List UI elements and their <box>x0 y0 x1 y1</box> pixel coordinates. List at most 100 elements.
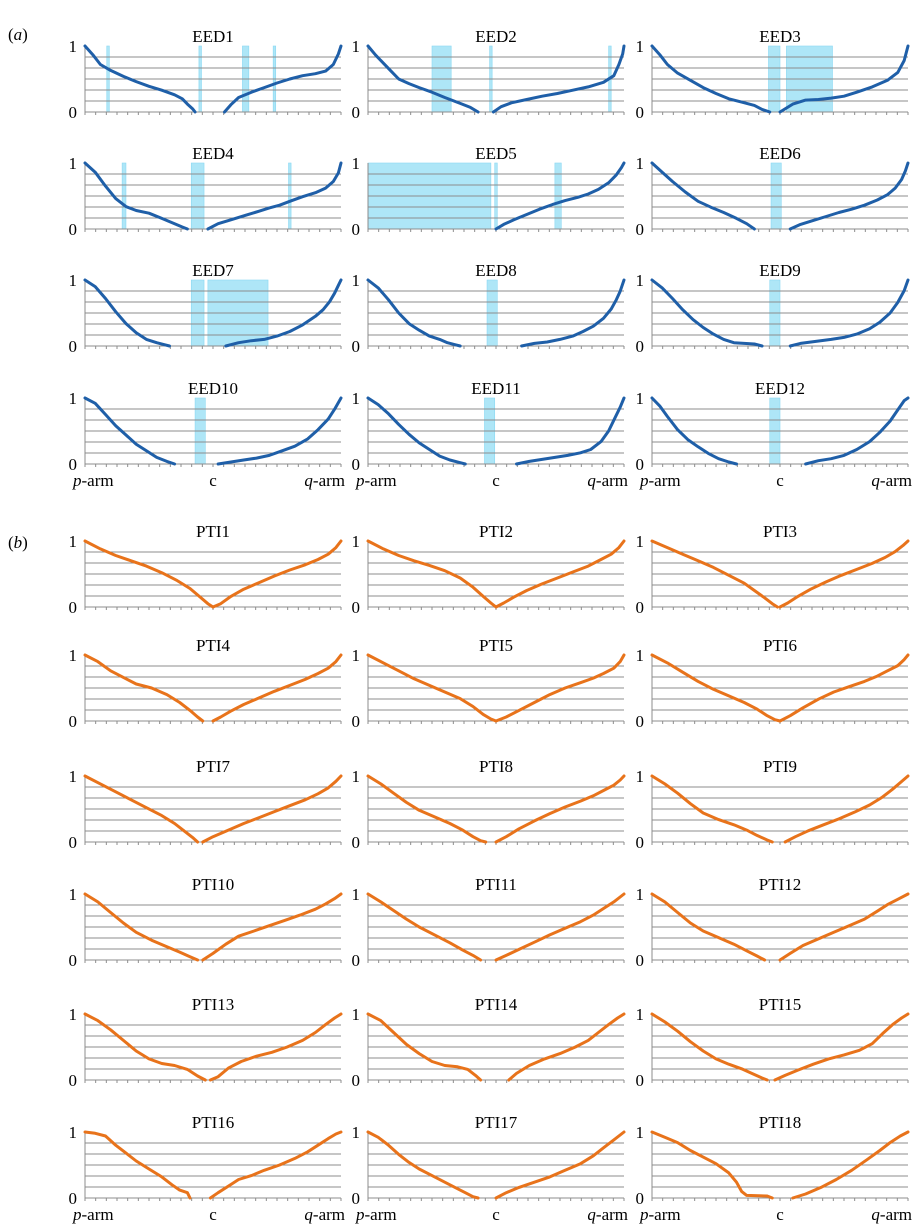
chart-eed-2: 1 0 EED2 <box>352 27 626 122</box>
series-line-eed-7-q-arm <box>224 278 343 348</box>
series-line-pti-1-p-arm <box>83 539 215 609</box>
chart-pti-14: 1 0 PTI14 <box>352 995 626 1090</box>
series-line-pti-15-p-arm <box>650 1012 769 1082</box>
series-line-pti-3-p-arm <box>650 539 779 609</box>
series-line-eed-3-q-arm <box>778 44 910 114</box>
x-label-q-arm: q-arm <box>587 471 628 490</box>
y-tick-label-0: 0 <box>352 220 361 239</box>
series-line-pti-2-q-arm <box>494 539 626 609</box>
chart-grid: 10EED110EED210EED310EED410EED510EED610EE… <box>69 27 913 1224</box>
series-line-pti-17-p-arm <box>366 1130 480 1200</box>
panel-label-b: (b) <box>8 533 28 552</box>
series-line-pti-8-q-arm <box>494 774 626 844</box>
y-tick-label-0: 0 <box>352 1189 361 1208</box>
x-label-centromere: c <box>209 1205 217 1224</box>
chart-eed-1: 1 0 EED1 <box>69 27 343 122</box>
series-line-pti-13-p-arm <box>83 1012 207 1082</box>
y-tick-label-1: 1 <box>352 37 361 56</box>
chart-pti-11: 1 0 PTI11 <box>352 875 626 970</box>
y-tick-label-0: 0 <box>636 833 645 852</box>
chart-pti-18: 1 0 PTI18 p-arm c q-arm <box>636 1113 913 1224</box>
chart-title-eed-11: EED11 <box>471 379 520 398</box>
y-tick-label-0: 0 <box>69 598 78 617</box>
y-tick-label-0: 0 <box>69 951 78 970</box>
chart-title-pti-17: PTI17 <box>475 1113 518 1132</box>
y-tick-label-0: 0 <box>636 220 645 239</box>
y-tick-label-1: 1 <box>352 1005 361 1024</box>
chart-pti-5: 1 0 PTI5 <box>352 636 626 731</box>
series-line-pti-7-p-arm <box>83 774 200 844</box>
y-tick-label-1: 1 <box>352 767 361 786</box>
series-line-pti-11-q-arm <box>494 892 626 962</box>
series-line-eed-6-q-arm <box>788 161 910 231</box>
series-line-eed-11-p-arm <box>366 396 467 466</box>
chart-title-pti-15: PTI15 <box>759 995 802 1014</box>
y-tick-label-1: 1 <box>69 1005 78 1024</box>
chart-title-eed-3: EED3 <box>759 27 801 46</box>
chart-title-pti-7: PTI7 <box>196 757 231 776</box>
chart-eed-8: 1 0 EED8 <box>352 261 626 356</box>
series-line-pti-11-p-arm <box>366 892 483 962</box>
y-tick-label-1: 1 <box>69 37 78 56</box>
x-label-q-arm: q-arm <box>304 1205 345 1224</box>
y-tick-label-1: 1 <box>636 389 645 408</box>
y-tick-label-1: 1 <box>352 1123 361 1142</box>
x-label-centromere: c <box>776 1205 784 1224</box>
chart-title-pti-1: PTI1 <box>196 522 230 541</box>
y-tick-label-0: 0 <box>69 1071 78 1090</box>
y-tick-label-1: 1 <box>636 1005 645 1024</box>
chart-pti-9: 1 0 PTI9 <box>636 757 910 852</box>
chart-pti-15: 1 0 PTI15 <box>636 995 910 1090</box>
y-tick-label-1: 1 <box>69 885 78 904</box>
series-line-eed-4-p-arm <box>83 161 189 231</box>
series-line-pti-3-q-arm <box>778 539 910 609</box>
chart-title-eed-5: EED5 <box>475 144 517 163</box>
x-label-p-arm: p-arm <box>355 1205 397 1224</box>
y-tick-label-1: 1 <box>352 885 361 904</box>
series-line-pti-17-q-arm <box>494 1130 626 1200</box>
chart-title-eed-10: EED10 <box>188 379 238 398</box>
y-tick-label-0: 0 <box>636 712 645 731</box>
series-line-pti-18-p-arm <box>650 1130 774 1200</box>
chart-eed-7: 1 0 EED7 <box>69 261 343 356</box>
chart-eed-12: 1 0 EED12 p-arm c q-arm <box>636 379 913 490</box>
chart-pti-7: 1 0 PTI7 <box>69 757 343 852</box>
series-line-eed-9-q-arm <box>788 278 910 348</box>
y-tick-label-1: 1 <box>69 1123 78 1142</box>
chart-title-pti-6: PTI6 <box>763 636 797 655</box>
chart-title-eed-2: EED2 <box>475 27 517 46</box>
series-line-eed-3-p-arm <box>650 44 772 114</box>
series-line-pti-14-q-arm <box>507 1012 626 1082</box>
chart-title-eed-12: EED12 <box>755 379 805 398</box>
chart-title-pti-8: PTI8 <box>479 757 513 776</box>
series-line-eed-2-q-arm <box>491 44 626 114</box>
x-label-q-arm: q-arm <box>871 471 912 490</box>
chart-pti-2: 1 0 PTI2 <box>352 522 626 617</box>
y-tick-label-0: 0 <box>352 337 361 356</box>
y-tick-label-0: 0 <box>352 103 361 122</box>
y-tick-label-0: 0 <box>352 598 361 617</box>
series-line-pti-6-p-arm <box>650 653 782 723</box>
series-line-eed-12-p-arm <box>650 396 738 466</box>
chart-title-eed-7: EED7 <box>192 261 234 280</box>
y-tick-label-0: 0 <box>69 1189 78 1208</box>
series-line-pti-4-p-arm <box>83 653 205 723</box>
chart-pti-13: 1 0 PTI13 <box>69 995 343 1090</box>
series-line-pti-10-q-arm <box>201 892 343 962</box>
series-line-pti-9-p-arm <box>650 774 774 844</box>
series-line-eed-10-q-arm <box>216 396 343 466</box>
y-tick-label-0: 0 <box>636 337 645 356</box>
chart-title-eed-8: EED8 <box>475 261 517 280</box>
y-tick-label-0: 0 <box>69 103 78 122</box>
series-line-eed-5-q-arm <box>494 161 626 231</box>
chart-pti-3: 1 0 PTI3 <box>636 522 910 617</box>
series-line-eed-7-p-arm <box>83 278 171 348</box>
x-label-centromere: c <box>492 471 500 490</box>
y-tick-label-1: 1 <box>636 532 645 551</box>
chart-eed-10: 1 0 EED10 p-arm c q-arm <box>69 379 346 490</box>
chart-title-eed-6: EED6 <box>759 144 801 163</box>
y-tick-label-1: 1 <box>69 271 78 290</box>
chart-title-eed-9: EED9 <box>759 261 801 280</box>
y-tick-label-1: 1 <box>636 37 645 56</box>
chart-pti-12: 1 0 PTI12 <box>636 875 910 970</box>
